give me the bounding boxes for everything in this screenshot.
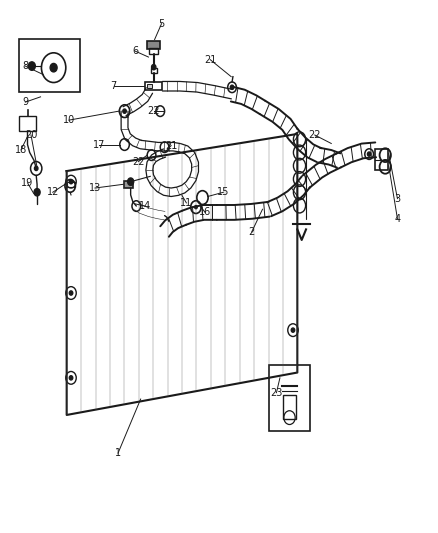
Bar	[151, 68, 157, 73]
Circle shape	[123, 109, 126, 114]
Text: 7: 7	[110, 81, 117, 91]
Bar	[147, 41, 160, 49]
Text: 2: 2	[248, 227, 255, 237]
Text: 23: 23	[270, 387, 283, 398]
Bar	[375, 149, 388, 170]
Text: 20: 20	[25, 130, 37, 140]
Circle shape	[230, 85, 234, 90]
Text: 16: 16	[199, 207, 211, 217]
Text: 6: 6	[132, 46, 138, 56]
Text: 14: 14	[139, 201, 151, 211]
Text: 3: 3	[394, 193, 400, 204]
Bar	[149, 48, 158, 54]
Text: 4: 4	[394, 214, 400, 224]
Text: 10: 10	[63, 115, 75, 125]
Circle shape	[34, 189, 40, 196]
Circle shape	[291, 328, 295, 332]
Text: 22: 22	[148, 106, 160, 116]
Bar	[19, 38, 80, 92]
Circle shape	[367, 152, 371, 156]
Bar	[124, 181, 133, 188]
Text: 21: 21	[204, 55, 216, 64]
Text: 5: 5	[159, 19, 165, 29]
Circle shape	[50, 63, 57, 72]
Bar	[19, 116, 36, 131]
Bar	[269, 365, 311, 431]
Text: 15: 15	[217, 187, 230, 197]
Text: 8: 8	[22, 61, 28, 71]
Text: 19: 19	[21, 177, 34, 188]
Circle shape	[35, 166, 38, 171]
Bar	[67, 182, 75, 187]
Bar	[145, 82, 162, 91]
Bar	[147, 84, 152, 88]
Circle shape	[28, 62, 35, 70]
Circle shape	[194, 206, 197, 209]
Circle shape	[152, 64, 156, 70]
Circle shape	[69, 376, 73, 380]
Circle shape	[127, 178, 134, 185]
Text: 12: 12	[46, 187, 59, 197]
Text: 13: 13	[89, 183, 101, 193]
Text: 22: 22	[308, 130, 321, 140]
Circle shape	[69, 291, 73, 295]
Bar	[283, 395, 296, 419]
Text: 1: 1	[115, 448, 121, 458]
Text: 11: 11	[180, 198, 192, 208]
Text: 9: 9	[22, 97, 28, 107]
Text: 18: 18	[15, 145, 27, 155]
Text: 21: 21	[165, 141, 177, 151]
Text: 17: 17	[93, 140, 106, 150]
Text: 22: 22	[132, 157, 145, 166]
Circle shape	[69, 180, 73, 184]
